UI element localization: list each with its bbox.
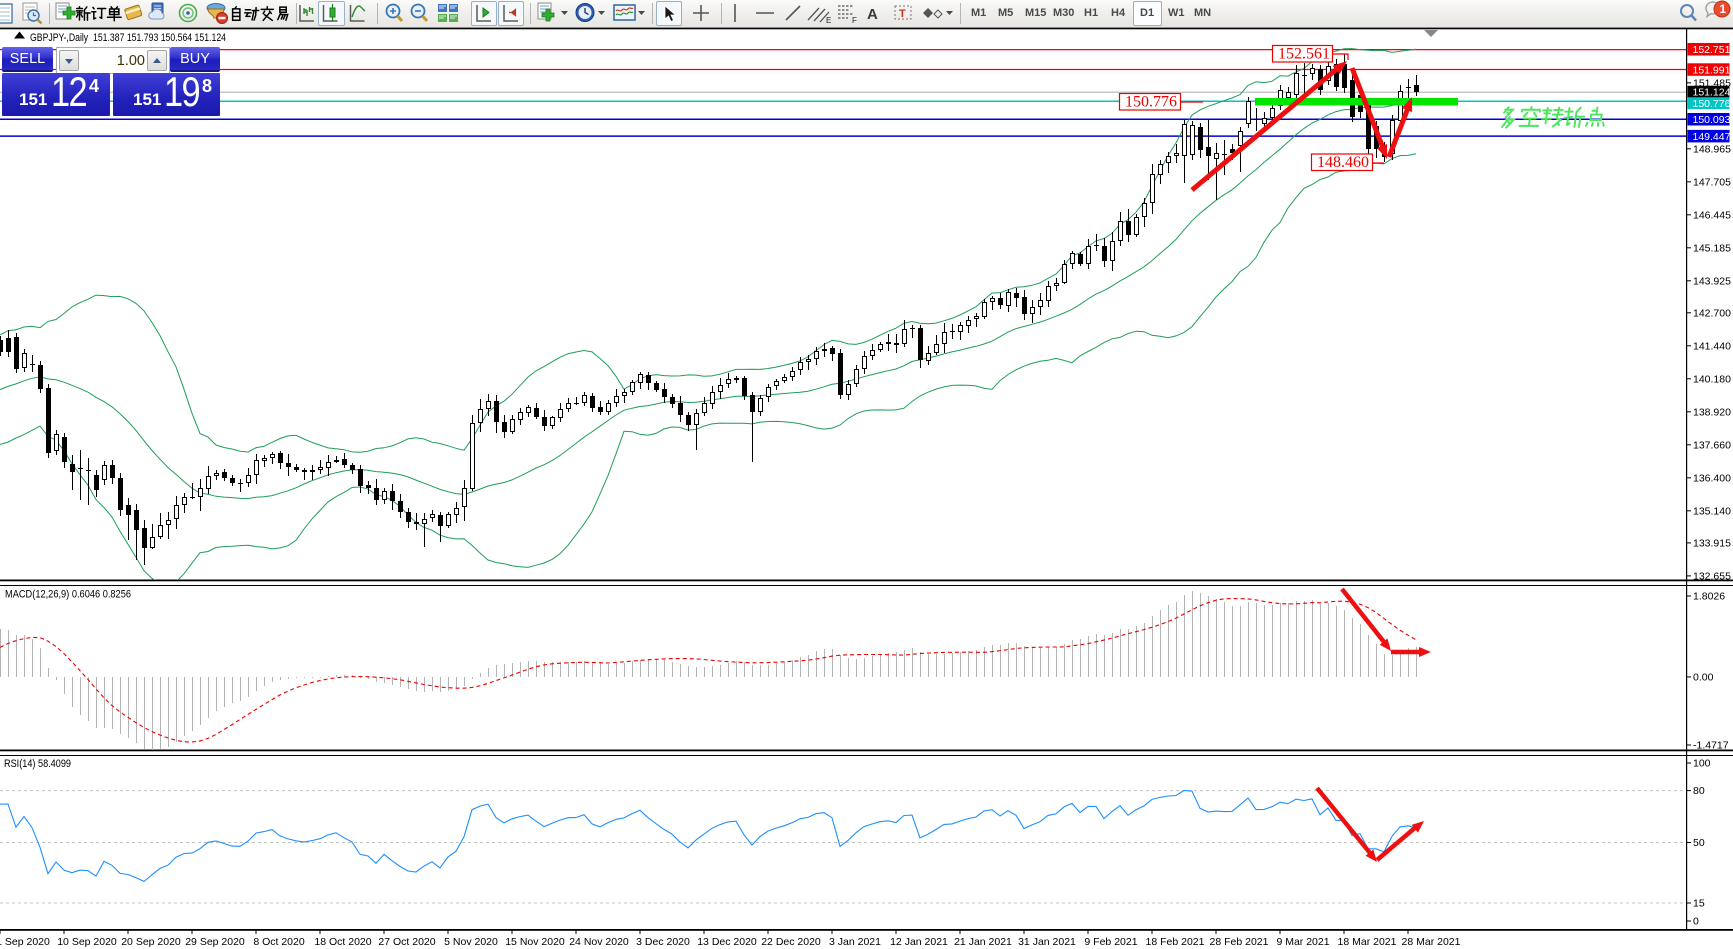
svg-text:28 Mar 2021: 28 Mar 2021	[1402, 936, 1461, 948]
svg-text:150.776: 150.776	[1125, 94, 1177, 111]
svg-text:1 Sep 2020: 1 Sep 2020	[0, 936, 50, 948]
svg-text:143.925: 143.925	[1693, 275, 1731, 287]
svg-text:133.915: 133.915	[1693, 537, 1731, 549]
svg-text:21 Jan 2021: 21 Jan 2021	[954, 936, 1012, 948]
svg-text:135.140: 135.140	[1693, 505, 1731, 517]
svg-text:9 Mar 2021: 9 Mar 2021	[1276, 936, 1329, 948]
svg-text:3 Dec 2020: 3 Dec 2020	[636, 936, 690, 948]
svg-text:5 Nov 2020: 5 Nov 2020	[444, 936, 498, 948]
svg-text:150.093: 150.093	[1693, 114, 1731, 126]
svg-text:136.400: 136.400	[1693, 472, 1731, 484]
svg-text:132.655: 132.655	[1693, 570, 1731, 582]
svg-text:149.447: 149.447	[1693, 131, 1731, 143]
svg-text:148.460: 148.460	[1317, 154, 1369, 171]
svg-text:151.124: 151.124	[1693, 86, 1731, 98]
svg-text:148.965: 148.965	[1693, 143, 1731, 155]
svg-text:27 Oct 2020: 27 Oct 2020	[378, 936, 435, 948]
svg-text:3 Jan 2021: 3 Jan 2021	[829, 936, 881, 948]
svg-text:24 Nov 2020: 24 Nov 2020	[569, 936, 629, 948]
svg-text:13 Dec 2020: 13 Dec 2020	[697, 936, 757, 948]
svg-text:146.445: 146.445	[1693, 209, 1731, 221]
svg-text:15 Nov 2020: 15 Nov 2020	[505, 936, 565, 948]
svg-text:152.751: 152.751	[1693, 44, 1731, 56]
svg-text:0: 0	[1693, 916, 1699, 928]
svg-text:A: A	[867, 6, 878, 23]
svg-text:138.920: 138.920	[1693, 406, 1731, 418]
svg-text:141.440: 141.440	[1693, 340, 1731, 352]
svg-text:8 Oct 2020: 8 Oct 2020	[253, 936, 305, 948]
svg-text:-1.4717: -1.4717	[1693, 740, 1729, 752]
svg-text:145.185: 145.185	[1693, 242, 1731, 254]
svg-text:151.991: 151.991	[1693, 65, 1731, 77]
svg-text:T: T	[899, 8, 906, 20]
svg-text:E: E	[826, 16, 831, 25]
svg-text:18 Feb 2021: 18 Feb 2021	[1146, 936, 1205, 948]
svg-text:12 Jan 2021: 12 Jan 2021	[890, 936, 948, 948]
svg-text:22 Dec 2020: 22 Dec 2020	[761, 936, 821, 948]
svg-text:100: 100	[1693, 758, 1711, 770]
svg-text:150.776: 150.776	[1693, 98, 1731, 110]
svg-text:18 Mar 2021: 18 Mar 2021	[1338, 936, 1397, 948]
svg-text:137.660: 137.660	[1693, 439, 1731, 451]
svg-text:152.561: 152.561	[1278, 46, 1330, 63]
svg-text:28 Feb 2021: 28 Feb 2021	[1210, 936, 1269, 948]
svg-text:80: 80	[1693, 785, 1705, 797]
svg-text:15: 15	[1693, 898, 1705, 910]
svg-text:31 Jan 2021: 31 Jan 2021	[1018, 936, 1076, 948]
svg-text:10 Sep 2020: 10 Sep 2020	[57, 936, 117, 948]
svg-text:142.700: 142.700	[1693, 307, 1731, 319]
svg-text:1.8026: 1.8026	[1693, 591, 1725, 603]
svg-text:147.705: 147.705	[1693, 176, 1731, 188]
svg-text:MACD(12,26,9) 0.6046 0.8256: MACD(12,26,9) 0.6046 0.8256	[5, 589, 131, 601]
svg-text:1: 1	[1720, 2, 1727, 16]
svg-text:50: 50	[1693, 837, 1705, 849]
svg-text:18 Oct 2020: 18 Oct 2020	[314, 936, 371, 948]
svg-text:F: F	[852, 16, 857, 25]
svg-text:20 Sep 2020: 20 Sep 2020	[121, 936, 181, 948]
svg-text:29 Sep 2020: 29 Sep 2020	[185, 936, 245, 948]
svg-text:9 Feb 2021: 9 Feb 2021	[1084, 936, 1137, 948]
svg-text:0.00: 0.00	[1693, 671, 1714, 683]
svg-text:140.180: 140.180	[1693, 373, 1731, 385]
svg-text:RSI(14) 58.4099: RSI(14) 58.4099	[4, 758, 71, 770]
svg-text:GBPJPY-,Daily 151.387 151.793: GBPJPY-,Daily 151.387 151.793 150.564 15…	[30, 32, 226, 44]
